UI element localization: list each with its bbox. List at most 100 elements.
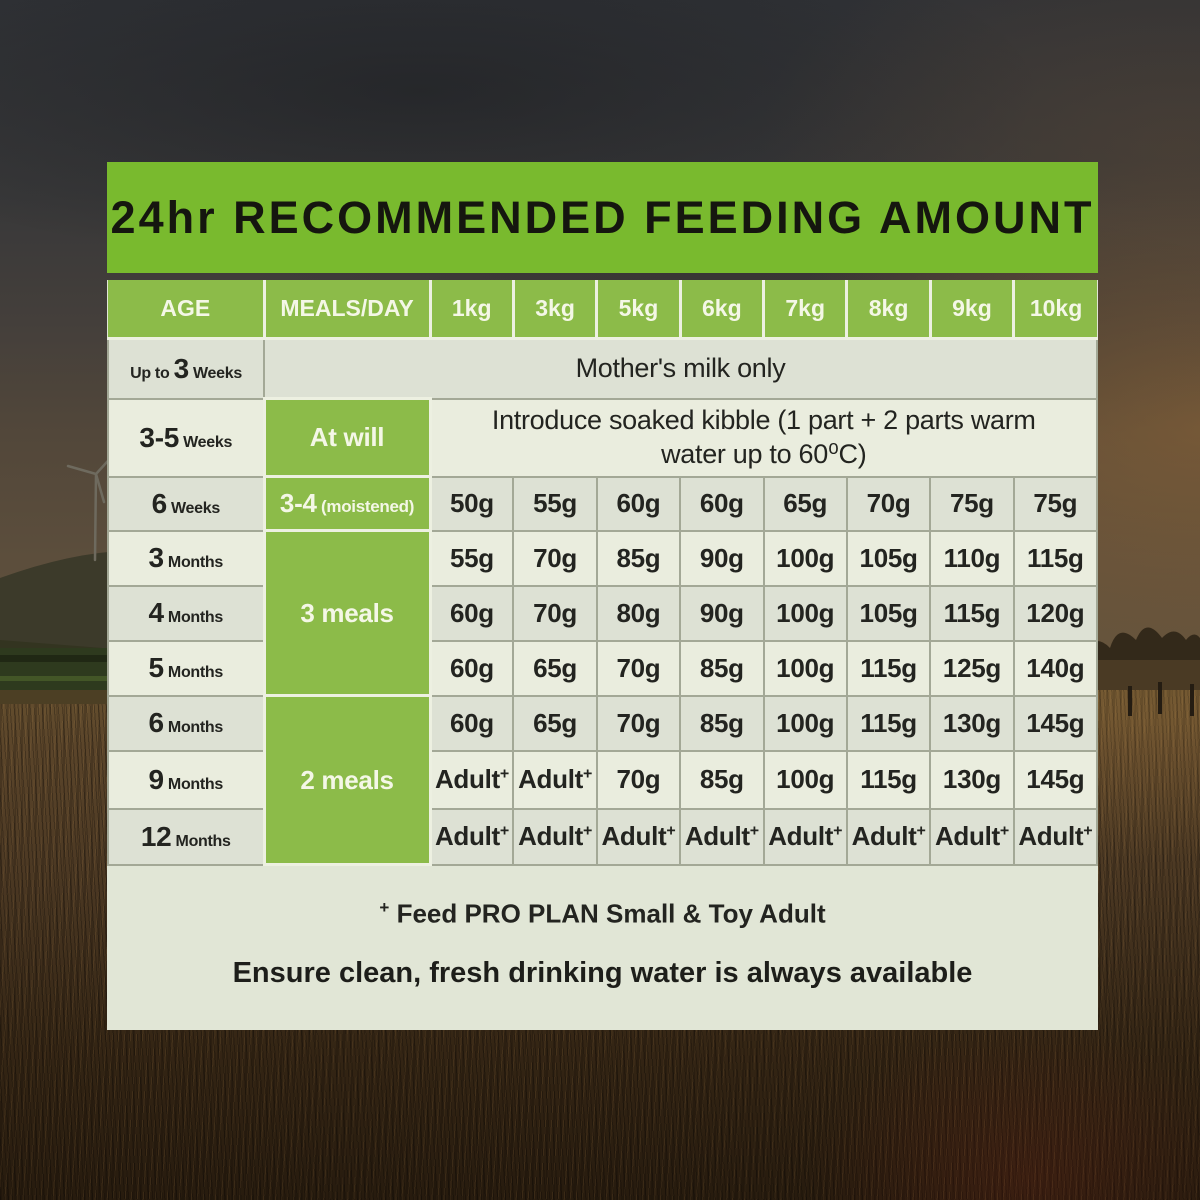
amount-cell: 100g bbox=[762, 584, 848, 642]
feeding-sheet: AGE MEALS/DAY 1kg 3kg 5kg 6kg 7kg 8kg 9kg 10kg Up … bbox=[107, 280, 1099, 1030]
table-row: Up to 3 Weeks Mother's milk only bbox=[107, 337, 1098, 400]
amount-cell: 130g bbox=[929, 749, 1015, 810]
amount-cell: 105g bbox=[845, 584, 932, 642]
col-header-meals-day: MEALS/DAY bbox=[262, 280, 430, 340]
amount-cell: 100g bbox=[762, 749, 848, 810]
amount-cell: 90g bbox=[679, 584, 765, 642]
age-cell: 9 Months bbox=[107, 749, 265, 810]
amount-cell: 65g bbox=[512, 639, 598, 697]
col-header-5kg: 5kg bbox=[595, 280, 681, 340]
plus-symbol: + bbox=[666, 822, 676, 840]
amount-cell: 85g bbox=[679, 694, 765, 752]
amount-cell: 65g bbox=[512, 694, 598, 752]
notes-area: + Feed PRO PLAN Small & Toy Adult Ensure… bbox=[107, 866, 1098, 1030]
amount-cell: 60g bbox=[428, 694, 515, 752]
amount-cell: 70g bbox=[845, 475, 932, 532]
plus-symbol: + bbox=[749, 822, 759, 840]
age-cell: Up to 3 Weeks bbox=[107, 337, 265, 400]
table-row: 5 Months 60g 65g 70g 85g 100g 115g 125g 140g bbox=[107, 639, 1099, 697]
plus-symbol: + bbox=[499, 765, 509, 783]
amount-cell: 140g bbox=[1012, 639, 1099, 697]
amount-cell: 145g bbox=[1012, 694, 1099, 752]
feeding-table: AGE MEALS/DAY 1kg 3kg 5kg 6kg 7kg 8kg 9kg 10kg Up … bbox=[107, 280, 1099, 866]
amount-cell: 120g bbox=[1012, 584, 1099, 642]
chart-title: 24hr RECOMMENDED FEEDING AMOUNT bbox=[110, 191, 1095, 243]
note-water: Ensure clean, fresh drinking water is al… bbox=[232, 957, 973, 990]
amount-cell: 70g bbox=[595, 694, 682, 752]
amount-cell: 85g bbox=[679, 749, 765, 810]
amount-cell: 115g bbox=[1012, 529, 1099, 587]
amount-cell: 145g bbox=[1012, 749, 1099, 810]
col-header-9kg: 9kg bbox=[928, 280, 1014, 340]
amount-cell: 115g bbox=[845, 749, 932, 810]
meals-cell: 3 meals bbox=[262, 529, 432, 697]
col-header-7kg: 7kg bbox=[761, 280, 847, 340]
plus-symbol: + bbox=[499, 822, 509, 840]
amount-cell: Adult+ bbox=[595, 807, 682, 866]
amount-cell: 60g bbox=[428, 639, 515, 697]
amount-cell: 125g bbox=[929, 639, 1015, 697]
age-cell: 3-5 Weeks bbox=[107, 397, 265, 478]
amount-cell: 100g bbox=[762, 639, 848, 697]
meals-cell: 2 meals bbox=[262, 694, 432, 866]
amount-cell: 90g bbox=[679, 529, 765, 587]
milk-cell: Mother's milk only bbox=[263, 337, 1098, 400]
age-cell: 6 Months bbox=[107, 694, 265, 752]
amount-cell: 75g bbox=[1012, 475, 1099, 532]
age-cell: 4 Months bbox=[107, 584, 265, 642]
amount-cell: 60g bbox=[679, 475, 765, 532]
col-header-1kg: 1kg bbox=[428, 280, 514, 340]
amount-cell: 115g bbox=[929, 584, 1015, 642]
feeding-chart-panel: 24hr RECOMMENDED FEEDING AMOUNT AGE MEALS… bbox=[107, 162, 1099, 1030]
kibble-cell: Introduce soaked kibble (1 part + 2 part… bbox=[429, 397, 1098, 478]
table-row: 4 Months 60g 70g 80g 90g 100g 105g 115g 120g bbox=[107, 584, 1099, 642]
col-header-age: AGE bbox=[108, 280, 264, 340]
amount-cell: 50g bbox=[428, 475, 515, 532]
age-cell: 12 Months bbox=[107, 807, 265, 866]
amount-cell: Adult+ bbox=[762, 807, 848, 866]
footnote-feed-text: Feed PRO PLAN Small & Toy Adult bbox=[396, 898, 826, 929]
amount-cell: 105g bbox=[845, 529, 932, 587]
age-cell: 6 Weeks bbox=[107, 475, 265, 532]
amount-cell: 70g bbox=[595, 749, 682, 810]
col-header-10kg: 10kg bbox=[1012, 280, 1097, 340]
footnote-feed: + Feed PRO PLAN Small & Toy Adult bbox=[379, 898, 825, 930]
plus-symbol: + bbox=[583, 765, 593, 783]
amount-cell: Adult+ bbox=[929, 807, 1015, 866]
amount-cell: Adult+ bbox=[1012, 807, 1099, 866]
amount-cell: 110g bbox=[929, 529, 1015, 587]
amount-cell: 75g bbox=[929, 475, 1015, 532]
amount-cell: 70g bbox=[512, 584, 598, 642]
amount-cell: 115g bbox=[845, 639, 932, 697]
col-header-8kg: 8kg bbox=[845, 280, 931, 340]
plus-symbol: + bbox=[916, 822, 926, 840]
amount-cell: 60g bbox=[595, 475, 682, 532]
meals-cell: 3-4 (moistened) bbox=[262, 475, 432, 532]
table-row: 12 Months Adult+ Adult+ Adult+ Adult+ Adult+ A… bbox=[107, 807, 1099, 866]
col-header-6kg: 6kg bbox=[678, 280, 764, 340]
amount-cell: 80g bbox=[595, 584, 682, 642]
amount-cell: 55g bbox=[428, 529, 515, 587]
table-row: 9 Months Adult+ Adult+ 70g 85g 100g 115g 130g 14… bbox=[107, 749, 1099, 810]
table-row: 3-5 Weeks At will Introduce soaked kibble … bbox=[107, 397, 1098, 478]
amount-cell: Adult+ bbox=[428, 807, 515, 866]
table-row: 6 Months 2 meals 60g 65g 70g 85g 100g 115g 130g 1… bbox=[107, 694, 1099, 866]
chart-title-banner: 24hr RECOMMENDED FEEDING AMOUNT bbox=[107, 162, 1098, 273]
amount-cell: 70g bbox=[595, 639, 682, 697]
plus-symbol: + bbox=[583, 822, 593, 840]
col-header-3kg: 3kg bbox=[511, 280, 597, 340]
amount-cell: Adult+ bbox=[679, 807, 765, 866]
table-row: 6 Weeks 3-4 (moistened) 50g 55g 60g 60g 65g 70g… bbox=[107, 475, 1099, 532]
plus-symbol: + bbox=[999, 822, 1009, 840]
amount-cell: Adult+ bbox=[428, 749, 515, 810]
plus-symbol: + bbox=[379, 897, 390, 917]
table-row: 3 Months 3 meals 55g 70g 85g 90g 100g 105g 110g 1… bbox=[107, 529, 1099, 697]
meals-cell: At will bbox=[262, 397, 432, 478]
amount-cell: Adult+ bbox=[512, 749, 598, 810]
amount-cell: 65g bbox=[762, 475, 848, 532]
plus-symbol: + bbox=[1083, 822, 1093, 840]
amount-cell: 55g bbox=[512, 475, 598, 532]
amount-cell: 85g bbox=[679, 639, 765, 697]
amount-cell: 70g bbox=[512, 529, 598, 587]
amount-cell: 100g bbox=[762, 694, 848, 752]
